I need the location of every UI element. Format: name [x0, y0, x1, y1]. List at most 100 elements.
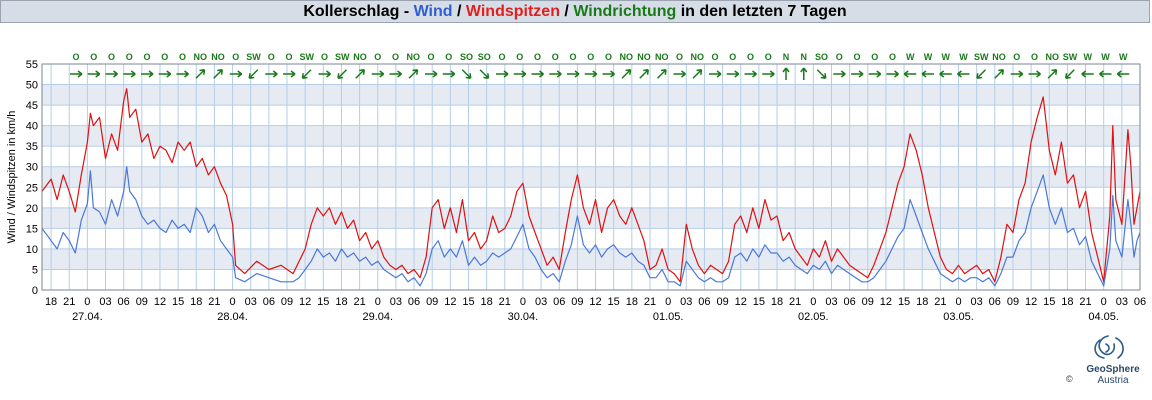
direction-label: SW [1063, 52, 1078, 62]
direction-arrow-shape [229, 70, 243, 78]
direction-arrow-shape [726, 70, 740, 78]
direction-arrow-shape [1047, 69, 1058, 79]
direction-arrow-shape [1099, 70, 1112, 78]
direction-label: O [445, 52, 452, 62]
x-tick-label: 0 [84, 296, 90, 308]
direction-label: SO [460, 52, 473, 62]
direction-arrow-shape [371, 70, 385, 78]
chart-series [41, 88, 1141, 287]
direction-label: SO [478, 52, 491, 62]
direction-arrow [994, 69, 1004, 79]
direction-arrow-shape [496, 70, 509, 78]
direction-arrow [567, 70, 580, 78]
direction-label: O [427, 52, 434, 62]
direction-arrow [1099, 70, 1112, 78]
direction-label: O [871, 52, 878, 62]
direction-arrow [229, 70, 243, 78]
x-tick-label: 09 [716, 296, 728, 308]
direction-label: O [374, 52, 381, 62]
direction-arrow-shape [744, 70, 757, 78]
direction-arrow-shape [639, 69, 649, 79]
direction-arrow [283, 70, 296, 78]
direction-arrow [782, 67, 790, 80]
direction-label: NO [407, 52, 421, 62]
x-tick-label: 06 [118, 296, 130, 308]
direction-label: O [552, 52, 559, 62]
direction-label: SW [300, 52, 315, 62]
x-tick-label: 03 [245, 296, 257, 308]
x-tick-label: 15 [898, 296, 910, 308]
direction-arrow-shape [567, 70, 580, 78]
x-tick-label: 15 [753, 296, 765, 308]
direction-arrow-shape [283, 70, 296, 78]
logo-text: GeoSphere Austria [1078, 364, 1148, 386]
direction-arrow-shape [70, 70, 83, 78]
direction-arrow-shape [87, 70, 101, 78]
direction-label: O [232, 52, 239, 62]
direction-label: O [72, 52, 79, 62]
direction-arrow [744, 70, 757, 78]
x-tick-label: 18 [190, 296, 202, 308]
direction-arrow [496, 70, 509, 78]
direction-label: O [179, 52, 186, 62]
direction-arrow-shape [1116, 70, 1130, 78]
x-tick-label: 12 [1025, 296, 1037, 308]
y-tick-label: 20 [26, 203, 38, 215]
direction-label: O [143, 52, 150, 62]
direction-arrow [531, 70, 544, 78]
x-tick-label: 18 [45, 296, 57, 308]
direction-arrow [656, 69, 667, 79]
direction-label: O [1031, 52, 1038, 62]
x-tick-label: 0 [665, 296, 671, 308]
x-tick-label: 03 [535, 296, 547, 308]
title-separator: / [559, 3, 574, 20]
direction-arrow [1028, 70, 1041, 78]
title-suffix: in den letzten 7 Tagen [676, 3, 847, 20]
direction-label: O [516, 52, 523, 62]
wind-direction-row: O O O O O O O NO NO O SW O O SW O SW NO O O NO O O SO SO O O O O O O O… [70, 52, 1130, 80]
direction-label: O [90, 52, 97, 62]
logo-country: Austria [1097, 375, 1129, 386]
direction-arrow-shape [549, 70, 562, 78]
direction-arrow [248, 69, 259, 79]
direction-label: W [924, 52, 933, 62]
date-label: 29.04. [362, 311, 393, 323]
direction-arrow [301, 69, 312, 79]
y-tick-label: 5 [32, 264, 38, 276]
direction-arrow-shape [673, 70, 686, 78]
direction-arrow [549, 70, 562, 78]
direction-arrow [939, 70, 952, 78]
direction-arrow-shape [692, 69, 703, 79]
direction-label: O [676, 52, 683, 62]
direction-label: NO [1046, 52, 1060, 62]
copyright-symbol: © [1066, 374, 1073, 384]
direction-label: NO [620, 52, 634, 62]
direction-label: O [126, 52, 133, 62]
direction-arrow [318, 70, 331, 78]
direction-label: O [321, 52, 328, 62]
x-tick-label: 09 [1007, 296, 1019, 308]
direction-arrow [957, 70, 970, 78]
x-tick-label: 15 [1043, 296, 1055, 308]
x-tick-label: 21 [1079, 296, 1091, 308]
direction-label: W [1119, 52, 1128, 62]
vertical-gridlines [50, 64, 1141, 290]
direction-label: NO [211, 52, 225, 62]
direction-arrow [868, 70, 882, 78]
direction-arrow [70, 70, 83, 78]
x-tick-label: 0 [955, 296, 961, 308]
direction-arrow-shape [833, 70, 846, 78]
y-axis-ticks: 0 5 10 15 20 25 30 35 40 45 50 55 [26, 59, 38, 297]
direction-arrow-shape [1065, 69, 1075, 79]
x-tick-label: 09 [571, 296, 583, 308]
direction-arrow [709, 70, 722, 78]
direction-arrow [673, 70, 686, 78]
direction-arrow [851, 70, 864, 78]
direction-label: N [801, 52, 808, 62]
x-tick-label: 12 [444, 296, 456, 308]
direction-arrow-shape [425, 70, 438, 78]
x-tick-label: 21 [353, 296, 365, 308]
direction-arrow-shape [355, 69, 365, 79]
direction-label: O [285, 52, 292, 62]
